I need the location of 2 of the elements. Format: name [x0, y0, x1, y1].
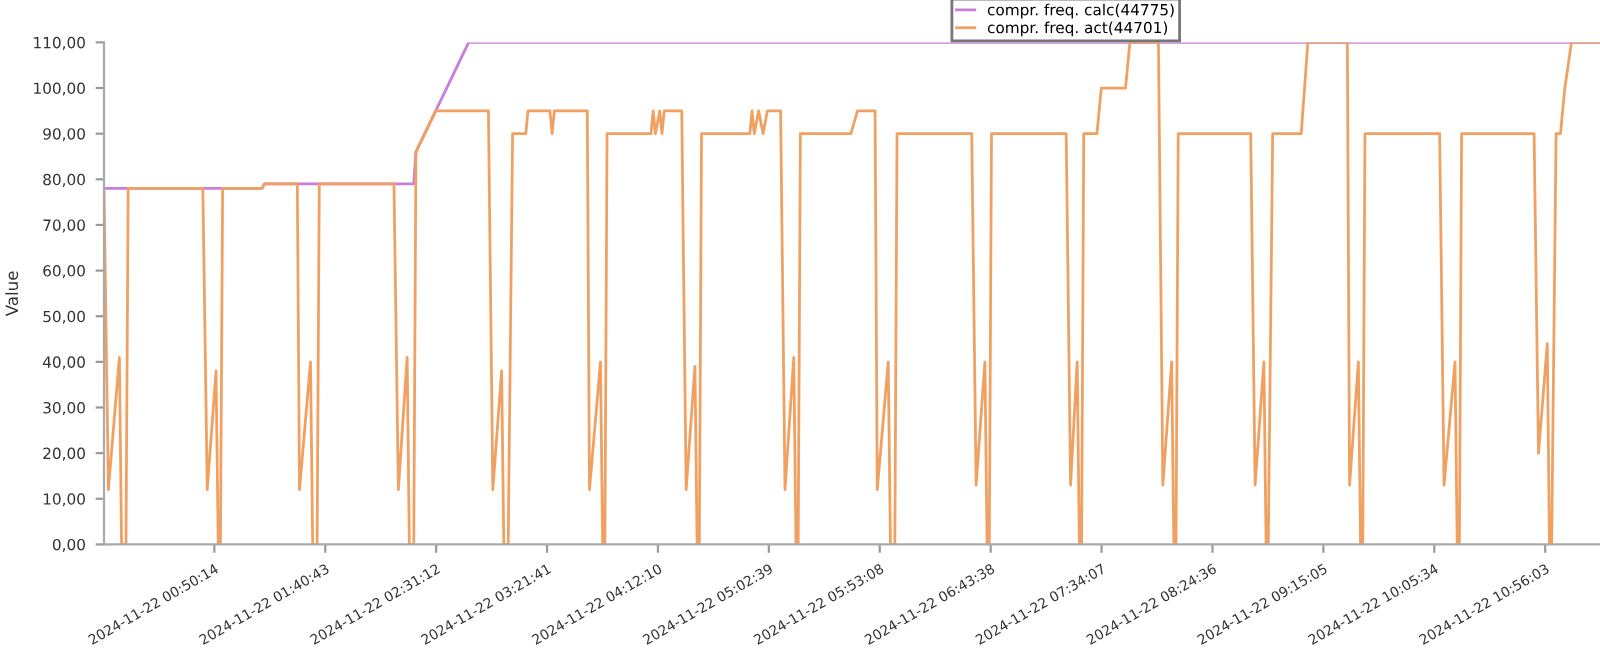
y-axis-title: Value: [5, 271, 19, 317]
line-series: [104, 42, 1600, 545]
